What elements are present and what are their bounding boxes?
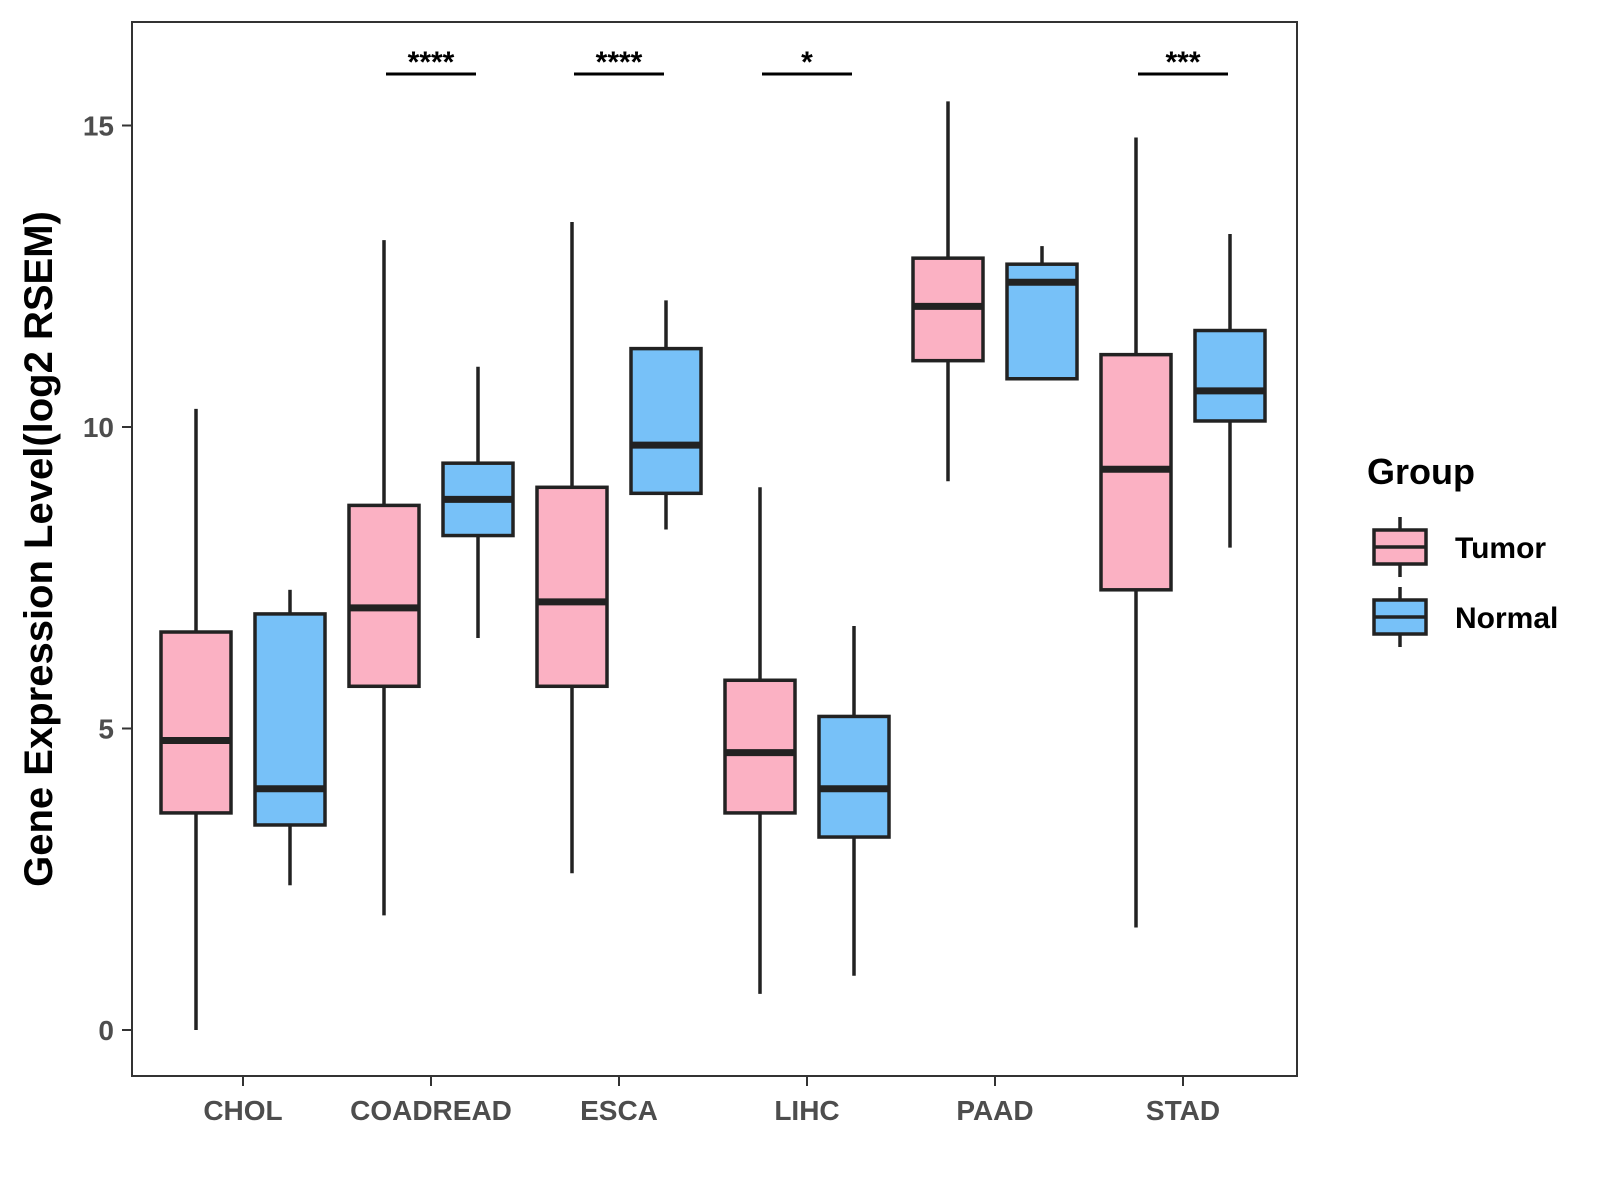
x-tick-label: ESCA [580,1095,658,1126]
y-tick-label: 0 [98,1015,114,1046]
box-normal-lihc [817,625,891,976]
x-tick-label: COADREAD [350,1095,512,1126]
significance-label: *** [1165,46,1200,79]
x-tick-label: LIHC [774,1095,839,1126]
box-normal-chol [253,589,327,886]
y-tick-label: 5 [98,714,114,745]
box-body [723,678,797,815]
box-body [1193,328,1267,423]
axis-ticks: 0 5 10 15 CHOL COADREAD ESCA LIHC PAAD STAD [83,111,1220,1127]
box-normal-esca [629,300,703,530]
significance-label: * [801,46,813,79]
box-normal-stad [1193,234,1267,548]
legend-label-tumor: Tumor [1455,532,1546,565]
box-tumor-esca [535,221,609,874]
box-body [535,485,609,689]
box-layer [159,101,1267,1030]
y-axis-label: Gene Expression Level(log2 RSEM) [17,211,61,887]
y-tick-label: 15 [83,111,114,142]
box-tumor-chol [159,408,233,1030]
legend-key-normal [1372,587,1428,647]
significance-label: **** [408,46,455,79]
box-tumor-stad [1099,137,1173,928]
box-normal-paad [1005,246,1079,381]
y-tick-label: 10 [83,412,114,443]
legend-title: Group [1367,451,1475,492]
box-body [347,503,421,689]
legend-label-normal: Normal [1455,602,1558,635]
box-tumor-paad [911,101,985,482]
box-body [159,630,233,815]
box-body [253,612,327,827]
significance-layer: **** **** * *** [386,46,1228,79]
box-tumor-coadread [347,240,421,916]
legend: Group Tumor Normal [1367,451,1558,647]
box-body [817,714,891,839]
significance-label: **** [596,46,643,79]
x-tick-label: CHOL [203,1095,282,1126]
x-tick-label: PAAD [956,1095,1033,1126]
box-body [629,346,703,496]
box-tumor-lihc [723,487,797,994]
box-normal-coadread [441,366,515,639]
legend-key-tumor [1372,517,1428,577]
x-tick-label: STAD [1146,1095,1220,1126]
